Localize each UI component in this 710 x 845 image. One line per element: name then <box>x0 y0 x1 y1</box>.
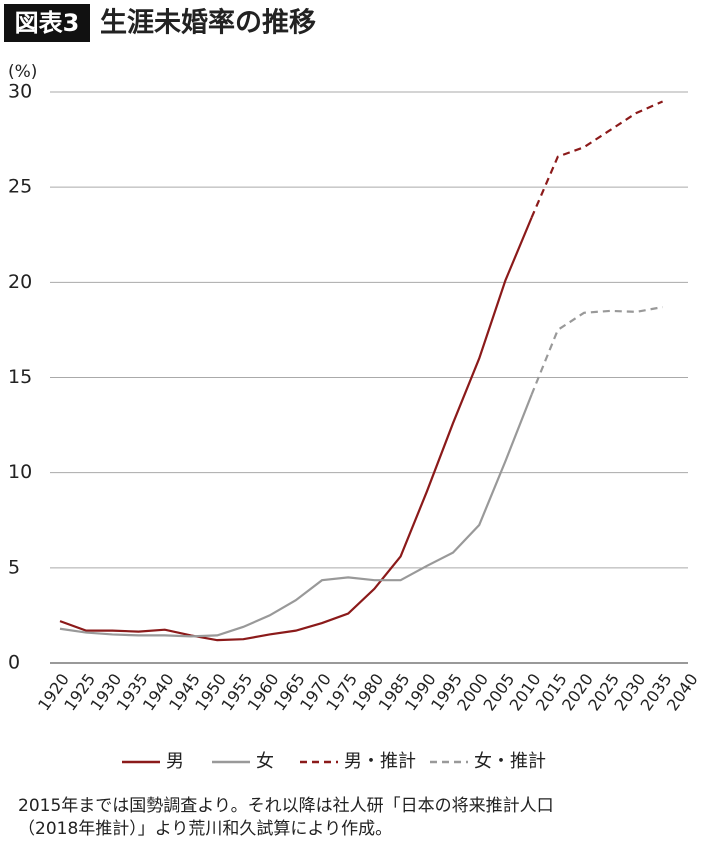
y-tick-label: 15 <box>8 366 32 388</box>
y-tick-label: 5 <box>8 556 20 578</box>
series-line <box>530 305 663 396</box>
series-line <box>59 394 533 638</box>
y-tick-label: 0 <box>8 652 20 674</box>
y-unit: (%) <box>8 62 37 82</box>
title-badge: 図表3 <box>15 9 80 37</box>
series-line <box>530 100 664 219</box>
legend-label: 女・推計 <box>474 751 546 772</box>
series-line <box>59 217 533 642</box>
legend-label: 女 <box>256 751 274 772</box>
note: （2018年推計）」より荒川和久試算により作成。 <box>18 819 392 839</box>
y-tick-label: 25 <box>8 176 32 198</box>
title-badge-bg <box>4 4 90 42</box>
legend-label: 男 <box>166 751 184 772</box>
chart-title: 生涯未婚率の推移 <box>100 7 316 39</box>
y-tick-label: 10 <box>8 461 32 483</box>
note: 2015年までは国勢調査より。それ以降は社人研「日本の将来推計人口 <box>18 796 554 816</box>
y-tick-label: 30 <box>8 81 32 103</box>
legend-label: 男・推計 <box>344 751 416 772</box>
y-tick-label: 20 <box>8 271 32 293</box>
